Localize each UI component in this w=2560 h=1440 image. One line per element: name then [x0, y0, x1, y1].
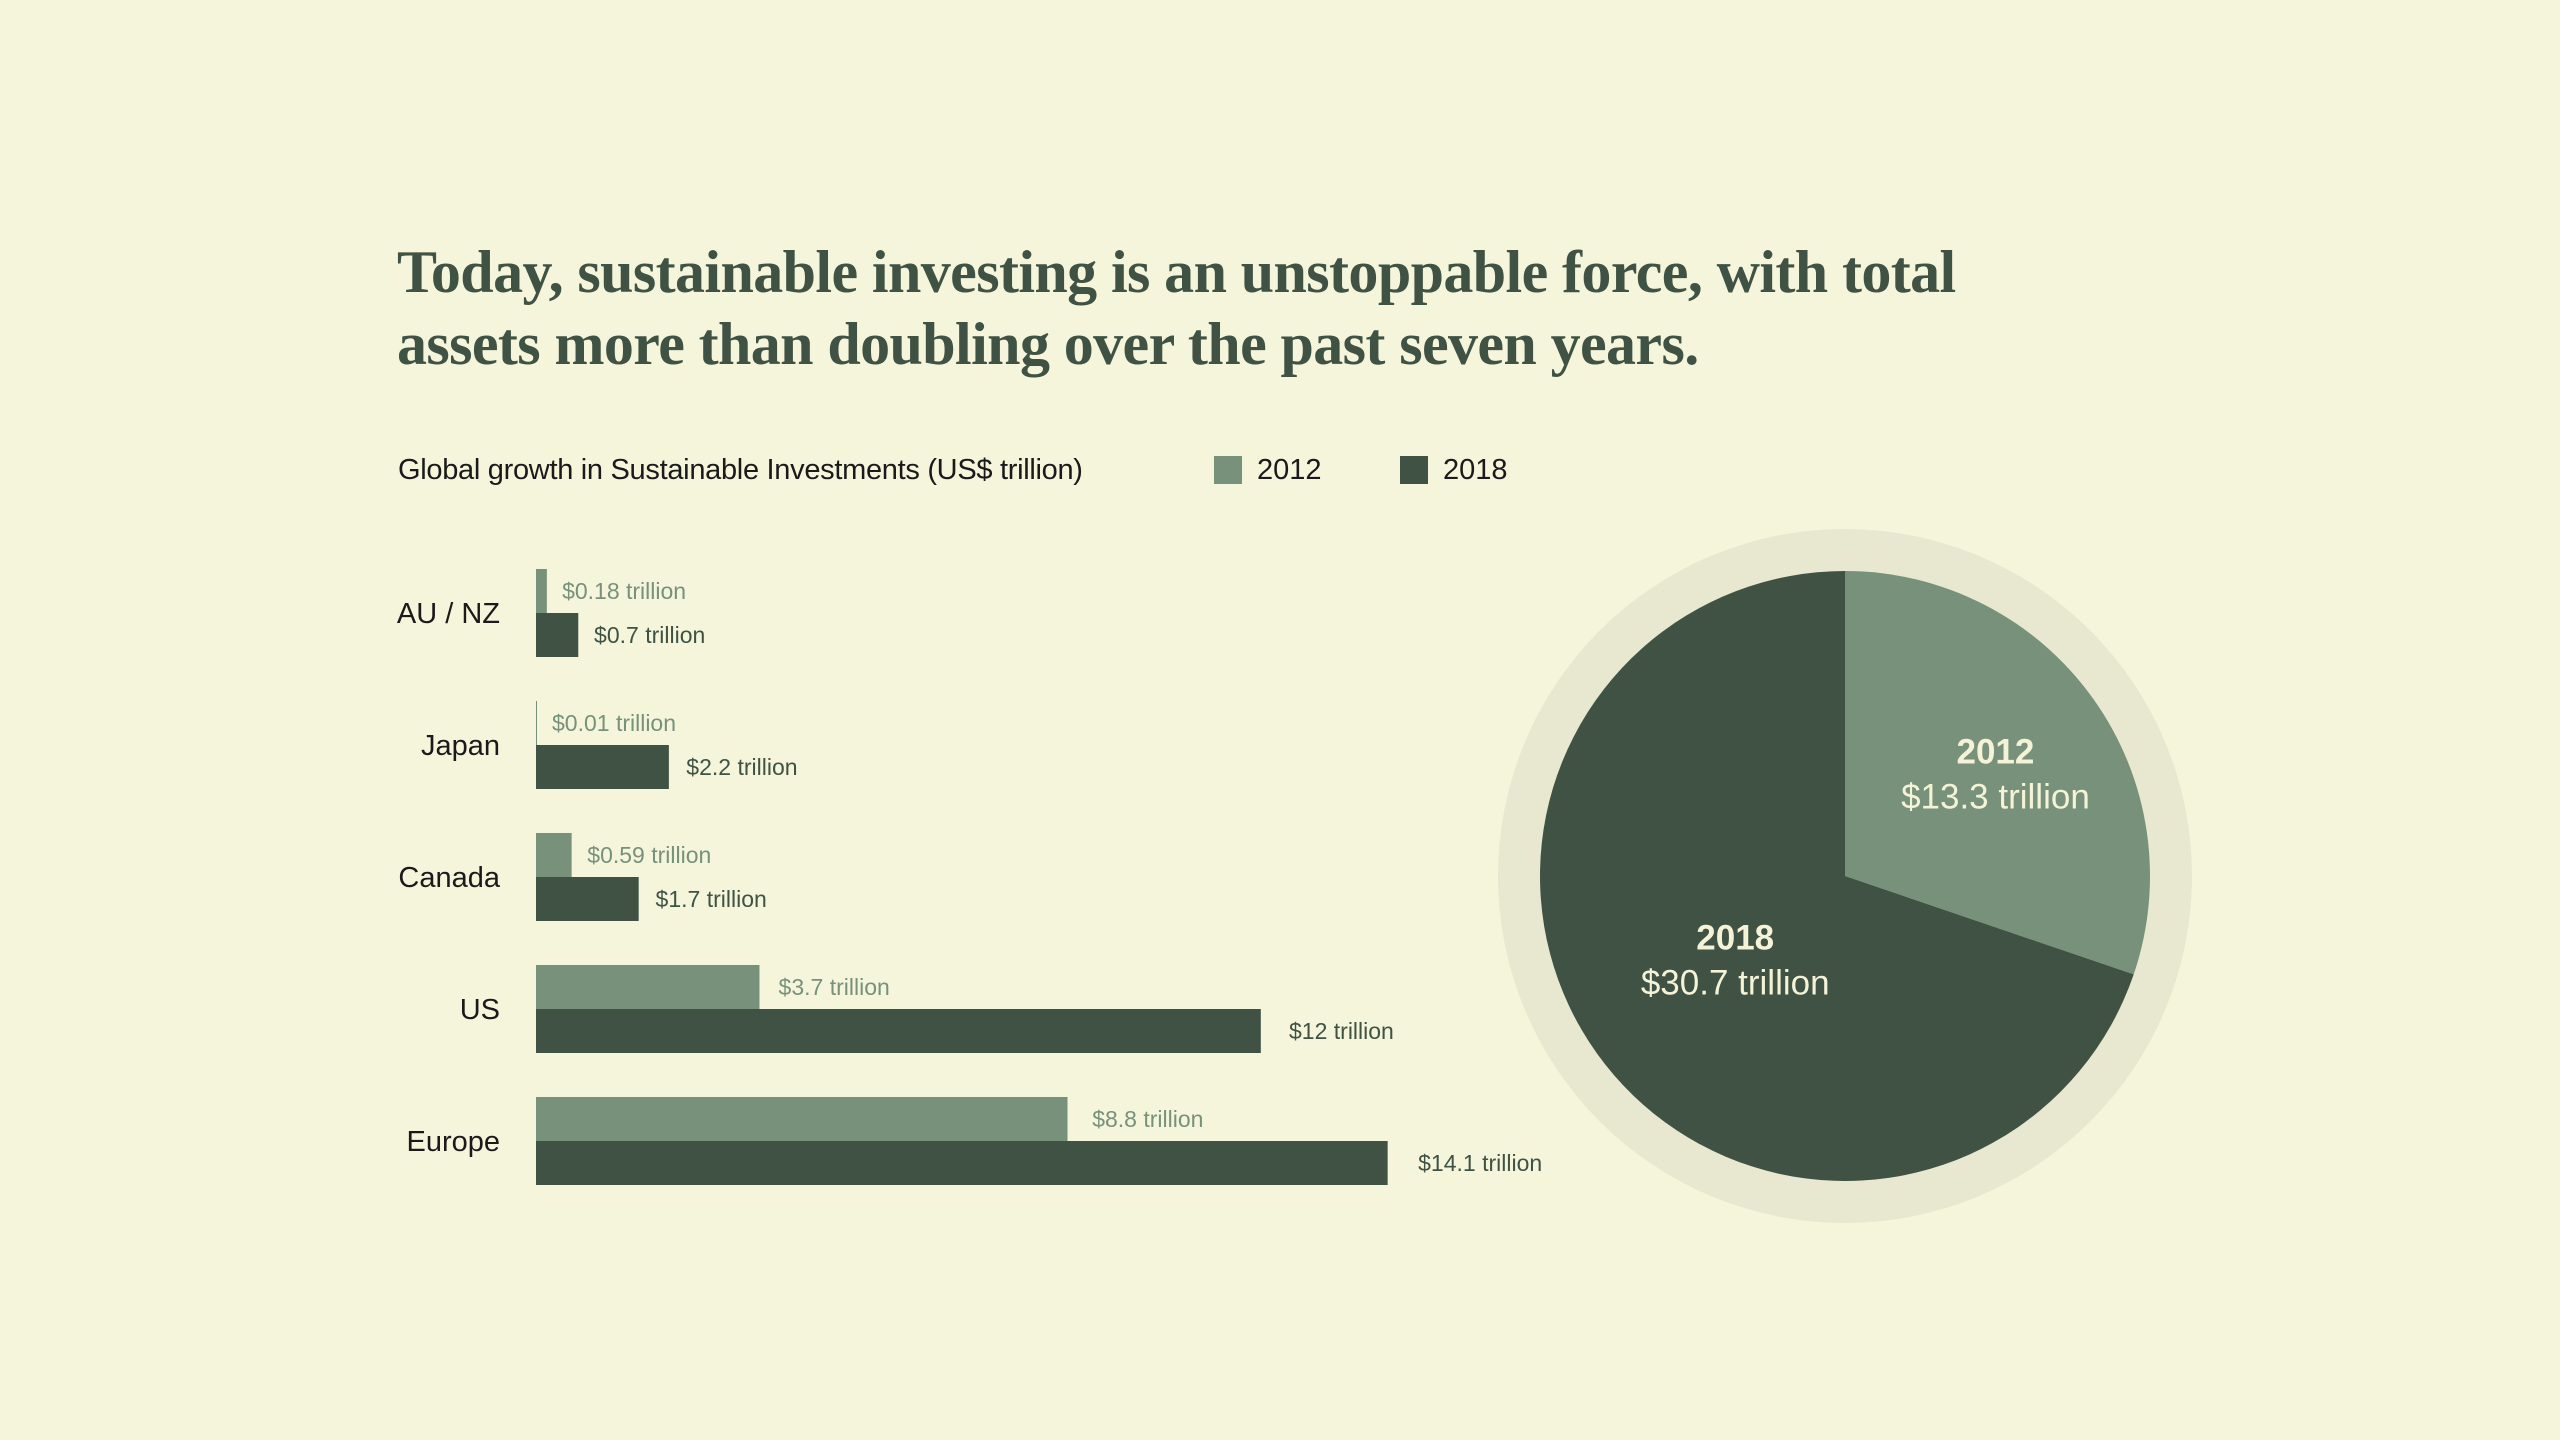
- bar-2018-au-nz: [536, 613, 579, 657]
- bar-2018-us: [536, 1009, 1261, 1053]
- data-label: $1.7 trillion: [656, 886, 767, 912]
- bar-2018-japan: [536, 745, 669, 789]
- legend-item-2012: 2012: [1214, 452, 1322, 488]
- data-label: $8.8 trillion: [1092, 1106, 1203, 1132]
- pie-label-value: $30.7 trillion: [1641, 964, 1830, 1003]
- bar-2012-au-nz: [536, 569, 547, 613]
- pie-slice-2012: [1845, 571, 2150, 975]
- legend-label-2018: 2018: [1443, 454, 1508, 486]
- pie-label-year: 2018: [1696, 919, 1774, 958]
- legend-label-2012: 2012: [1257, 454, 1322, 486]
- data-label: $12 trillion: [1289, 1018, 1394, 1044]
- category-label: Canada: [398, 862, 500, 894]
- legend-swatch-2012: [1214, 456, 1242, 484]
- pie-label-year: 2012: [1957, 732, 2035, 771]
- data-label: $0.18 trillion: [562, 578, 686, 604]
- bar-2018-europe: [536, 1141, 1388, 1185]
- legend-swatch-2018: [1400, 456, 1428, 484]
- bar-2012-canada: [536, 833, 572, 877]
- data-label: $14.1 trillion: [1418, 1150, 1542, 1176]
- data-label: $0.01 trillion: [552, 710, 676, 736]
- bar-2012-us: [536, 965, 760, 1009]
- headline: Today, sustainable investing is an unsto…: [397, 236, 1956, 380]
- category-label: AU / NZ: [397, 598, 500, 630]
- bar-2018-canada: [536, 877, 639, 921]
- pie-label-value: $13.3 trillion: [1901, 777, 2090, 816]
- bar-2012-europe: [536, 1097, 1068, 1141]
- bar-2012-japan: [536, 701, 537, 745]
- legend-item-2018: 2018: [1400, 452, 1508, 488]
- chart-title: Global growth in Sustainable Investments…: [398, 454, 1083, 486]
- pie-slice-2018: [1540, 571, 2134, 1181]
- pie-chart: 2012 $13.3 trillion 2018 $30.7 trillion: [1498, 529, 2192, 1223]
- data-label: $0.59 trillion: [587, 842, 711, 868]
- data-label: $2.2 trillion: [686, 754, 797, 780]
- data-label: $0.7 trillion: [594, 622, 705, 648]
- category-label: Japan: [421, 730, 500, 762]
- category-label: US: [460, 994, 500, 1026]
- headline-line-2: assets more than doubling over the past …: [397, 311, 1699, 377]
- category-label: Europe: [406, 1126, 500, 1158]
- data-label: $3.7 trillion: [779, 974, 890, 1000]
- bar-chart: AU / NZ $0.18 trillion $0.7 trillion Japan $…: [397, 569, 1542, 1185]
- headline-line-1: Today, sustainable investing is an unsto…: [397, 239, 1956, 305]
